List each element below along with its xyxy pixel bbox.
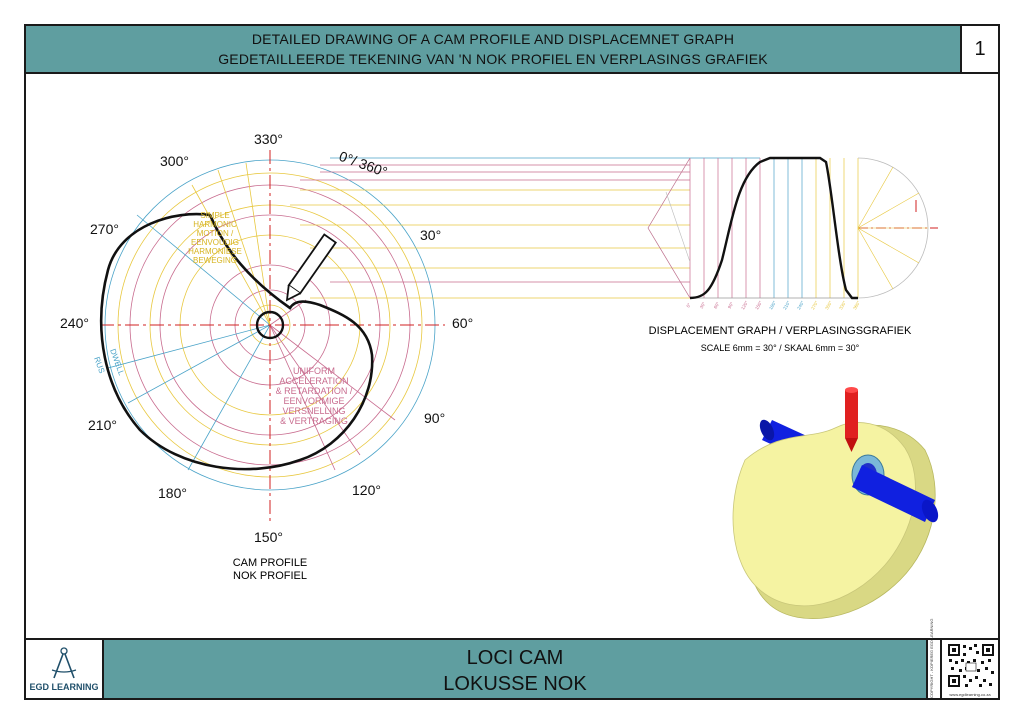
radial-lines: [107, 162, 396, 471]
angle-label-150: 150°: [254, 529, 283, 545]
qr-block[interactable]: www.egdlearning.co.za: [940, 638, 1000, 700]
compass-logo-icon: [51, 647, 77, 679]
angle-label-240: 240°: [60, 315, 89, 331]
title-bar: DETAILED DRAWING OF A CAM PROFILE AND DI…: [24, 24, 962, 74]
graph-tick-label: 120°: [740, 300, 749, 311]
drawing-frame: [24, 24, 1000, 700]
graph-tick-label: 180°: [768, 300, 777, 311]
graph-tick-label: 300°: [824, 300, 833, 311]
shm-note: SIMPLE HARMONIC MOTION / EENVOUDIG HARMO…: [188, 211, 242, 265]
logo-text: EGD LEARNING: [29, 682, 99, 692]
cam-3d-illustration: [732, 387, 939, 619]
graph-tick-label: 330°: [838, 300, 847, 311]
svg-text:& VERTRAGING: & VERTRAGING: [280, 416, 348, 426]
projection-lines: [290, 157, 760, 299]
shaft-front: [852, 465, 935, 522]
angle-label-120: 120°: [352, 482, 381, 498]
svg-text:SIMPLE: SIMPLE: [200, 211, 229, 220]
cam-hub: [255, 310, 285, 340]
footer-title-bar: LOCI CAM LOKUSSE NOK: [102, 638, 928, 700]
graph-tick-label: 30°: [699, 301, 707, 310]
angle-label-300: 300°: [160, 153, 189, 169]
title-afrikaans: GEDETAILLEERDE TEKENING VAN 'N NOK PROFI…: [218, 51, 768, 67]
knife-follower: [285, 233, 338, 302]
svg-text:UNIFORM: UNIFORM: [293, 366, 335, 376]
angle-label-30: 30°: [420, 227, 441, 243]
displacement-graph: 0° 30° 60° 90° 120° 150° 180° 210° 240° 270° 300° 3…: [647, 156, 938, 353]
graph-tick-label: 150°: [754, 300, 763, 311]
svg-text:VERSNELLING: VERSNELLING: [282, 406, 345, 416]
svg-text:EENVOUDIG: EENVOUDIG: [191, 238, 239, 247]
graph-grid: [689, 158, 859, 299]
angle-label-210: 210°: [88, 417, 117, 433]
website-url: www.egdlearning.co.za: [949, 692, 991, 697]
graph-tick-label: 270°: [810, 300, 819, 311]
footer-title-afrikaans: LOKUSSE NOK: [443, 673, 587, 695]
logo-block: EGD LEARNING: [24, 638, 104, 700]
follower-rod: [845, 390, 858, 438]
svg-text:& RETARDATION /: & RETARDATION /: [276, 386, 353, 396]
angle-label-60: 60°: [452, 315, 473, 331]
svg-text:EENVORMIGE: EENVORMIGE: [283, 396, 344, 406]
svg-text:HARMONIC: HARMONIC: [193, 220, 237, 229]
graph-tick-label: 360°: [852, 300, 861, 311]
title-english: DETAILED DRAWING OF A CAM PROFILE AND DI…: [251, 31, 735, 47]
svg-text:BEWEGING: BEWEGING: [193, 256, 237, 265]
ua-note: UNIFORM ACCELERATION & RETARDATION / EEN…: [276, 366, 353, 426]
graph-caption: DISPLACEMENT GRAPH / VERPLASINGSGRAFIEK: [649, 325, 912, 337]
angle-label-180: 180°: [158, 485, 187, 501]
footer-title-english: LOCI CAM: [466, 647, 564, 669]
graph-tick-label: 210°: [782, 300, 791, 311]
qr-code-icon: [947, 643, 995, 689]
graph-tick-label: 0°: [685, 302, 692, 308]
angle-label-270: 270°: [90, 221, 119, 237]
displacement-curve: [689, 156, 858, 300]
cam-caption-en: CAM PROFILE: [233, 557, 308, 569]
cam-caption-af: NOK PROFIEL: [233, 570, 307, 582]
angle-label-90: 90°: [424, 410, 445, 426]
graph-tick-labels: 0° 30° 60° 90° 120° 150° 180° 210° 240° 270° 300° 3…: [685, 300, 861, 311]
svg-text:MOTION /: MOTION /: [197, 229, 234, 238]
svg-text:ACCELERATION: ACCELERATION: [279, 376, 348, 386]
angle-label-330: 330°: [254, 131, 283, 147]
graph-tick-label: 60°: [713, 301, 721, 310]
graph-tick-label: 240°: [796, 300, 805, 311]
graph-tick-label: 90°: [727, 301, 735, 310]
copyright-text: COPYRIGHT - KOPIEREG EGD LEARNING: [929, 618, 934, 699]
graph-scale: SCALE 6mm = 30° / SKAAL 6mm = 30°: [701, 343, 860, 353]
sheet-number: 1: [960, 24, 1000, 74]
cam-profile-curve: [99, 212, 374, 471]
svg-text:HARMONIESE: HARMONIESE: [188, 247, 242, 256]
